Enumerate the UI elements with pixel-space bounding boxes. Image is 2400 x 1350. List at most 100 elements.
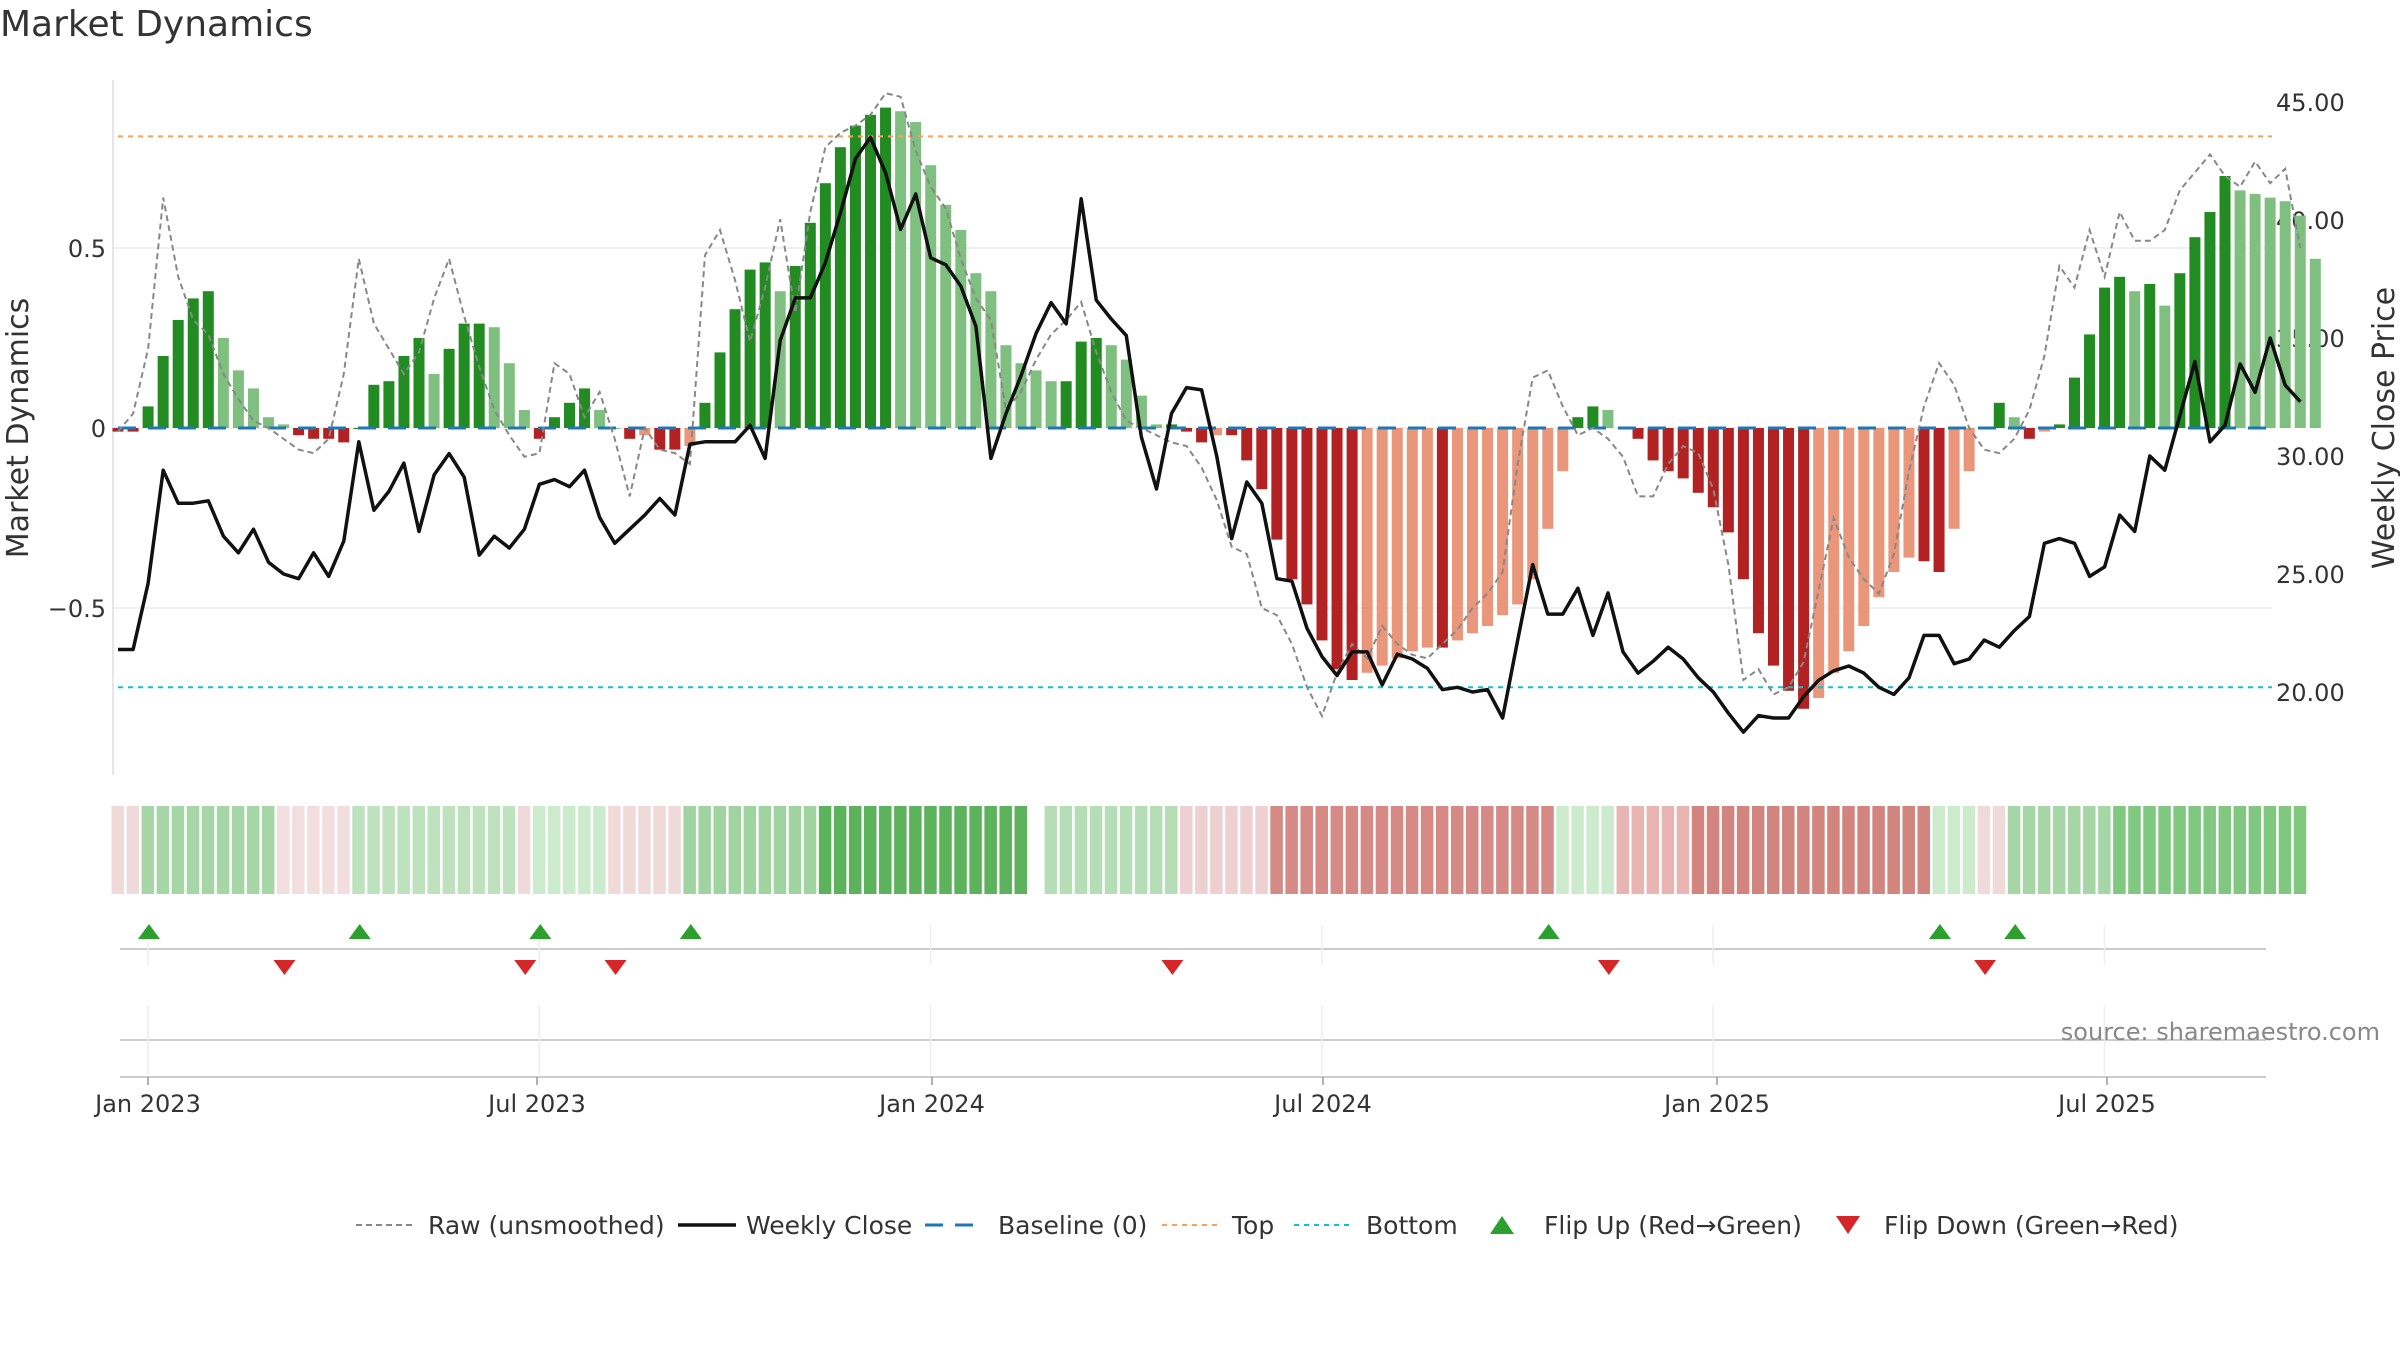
heat-strip-cell bbox=[2083, 806, 2096, 894]
page-title: Market Dynamics bbox=[0, 4, 313, 45]
dynamics-bar bbox=[865, 114, 876, 429]
flip-down-marker bbox=[1161, 960, 1184, 975]
dynamics-bar bbox=[925, 165, 937, 428]
heat-strip-cell bbox=[382, 806, 395, 894]
dynamics-bar bbox=[2053, 424, 2065, 428]
heat-strip-cell bbox=[879, 806, 892, 894]
heat-strip-cell bbox=[111, 806, 124, 894]
dynamics-bar bbox=[1166, 424, 1177, 428]
heat-strip-cell bbox=[1767, 806, 1780, 894]
dynamics-bar bbox=[1421, 428, 1433, 648]
heat-strip-cell bbox=[623, 806, 636, 894]
heat-strip-cell bbox=[1074, 806, 1088, 894]
dynamics-bar bbox=[2129, 291, 2141, 428]
dynamics-bar bbox=[2159, 305, 2171, 428]
heat-strip-cell bbox=[1496, 806, 1509, 894]
dynamics-bar bbox=[699, 402, 711, 428]
heat-strip-cell bbox=[2188, 806, 2201, 894]
heat-strip-cell bbox=[1466, 806, 1479, 894]
dynamics-bar bbox=[624, 428, 636, 439]
source-label: source: sharemaestro.com bbox=[2061, 1018, 2380, 1046]
dynamics-bar bbox=[473, 323, 485, 428]
heat-strip-cell bbox=[1511, 806, 1524, 894]
heat-strip-cell bbox=[1270, 806, 1283, 894]
dynamics-bar bbox=[2023, 428, 2035, 439]
raw-series-line bbox=[117, 92, 2302, 719]
dynamics-bar bbox=[1647, 428, 1659, 461]
legend-label: Raw (unsmoothed) bbox=[428, 1211, 665, 1240]
heat-strip-cell bbox=[1390, 806, 1404, 894]
x-tick-label: Jul 2023 bbox=[486, 1090, 586, 1118]
dynamics-bar bbox=[1632, 428, 1644, 439]
dynamics-bar bbox=[112, 428, 124, 432]
dynamics-bar bbox=[428, 374, 440, 428]
heat-strip-cell bbox=[728, 806, 742, 894]
dynamics-bar bbox=[1873, 428, 1885, 598]
dynamics-bar bbox=[1467, 428, 1478, 634]
heat-strip-cell bbox=[262, 806, 275, 894]
x-tick-label: Jul 2024 bbox=[1272, 1090, 1372, 1118]
heat-strip-cell bbox=[1751, 806, 1765, 894]
heat-strip-cell bbox=[773, 806, 787, 894]
heat-strip-cell bbox=[322, 806, 335, 894]
heat-strip-cell bbox=[231, 806, 245, 894]
heat-strip-cell bbox=[201, 806, 215, 894]
dynamics-bar bbox=[1722, 428, 1734, 533]
dynamics-bar bbox=[1798, 428, 1810, 709]
dynamics-bar bbox=[1903, 428, 1915, 558]
dynamics-bar bbox=[1813, 428, 1825, 698]
heat-strip-cell bbox=[1571, 806, 1584, 894]
heat-strip-cell bbox=[2248, 806, 2262, 894]
dynamics-bar bbox=[2234, 190, 2246, 428]
heat-strip-cell bbox=[502, 806, 516, 894]
flip-up-marker bbox=[1537, 924, 1560, 939]
dynamics-bar bbox=[1768, 428, 1779, 666]
x-tick-label: Jan 2023 bbox=[93, 1090, 201, 1118]
heat-strip-cell bbox=[1405, 806, 1419, 894]
heat-strip-cell bbox=[337, 806, 350, 894]
heat-strip-cell bbox=[517, 806, 531, 894]
heat-strip-cell bbox=[2143, 806, 2156, 894]
heat-strip-cell bbox=[126, 806, 140, 894]
dynamics-bar bbox=[1376, 428, 1388, 666]
heat-strip-cell bbox=[277, 806, 290, 894]
left-tick-label: −0.5 bbox=[48, 595, 106, 623]
dynamics-bar bbox=[744, 269, 756, 428]
dynamics-bar bbox=[157, 356, 169, 428]
dynamics-bar bbox=[1241, 428, 1253, 461]
heat-strip-cell bbox=[2128, 806, 2141, 894]
heat-strip-cell bbox=[1631, 806, 1645, 894]
heat-strip-cell bbox=[472, 806, 486, 894]
heat-strip-cell bbox=[156, 806, 170, 894]
dynamics-bar bbox=[1737, 428, 1749, 580]
dynamics-bar bbox=[1542, 428, 1554, 529]
dynamics-bar bbox=[1918, 428, 1930, 562]
flip-down-marker bbox=[604, 960, 627, 975]
dynamics-bar bbox=[2099, 287, 2111, 428]
x-tick-label: Jan 2024 bbox=[877, 1090, 985, 1118]
dynamics-bar bbox=[413, 338, 425, 428]
dynamics-bar bbox=[548, 417, 560, 428]
heat-strip-cell bbox=[984, 806, 997, 894]
heat-strip-cell bbox=[487, 806, 501, 894]
heat-strip-cell bbox=[1962, 806, 1976, 894]
dynamics-bar bbox=[263, 417, 274, 428]
left-axis-title: Market Dynamics bbox=[1, 298, 36, 559]
dynamics-bar bbox=[2249, 194, 2261, 428]
x-tick-label: Jul 2025 bbox=[2056, 1090, 2156, 1118]
heat-strip-cell bbox=[999, 806, 1012, 894]
dynamics-bar bbox=[278, 424, 290, 428]
dynamics-bar bbox=[1451, 428, 1463, 641]
dynamics-bar bbox=[2204, 212, 2216, 428]
heat-strip-cell bbox=[1104, 806, 1118, 894]
dynamics-bar bbox=[247, 388, 259, 428]
dynamics-bar bbox=[1828, 428, 1840, 673]
heat-strip-cell bbox=[2037, 806, 2051, 894]
dynamics-bar bbox=[323, 428, 335, 439]
dynamics-bar bbox=[2279, 201, 2291, 428]
heat-strip-cell bbox=[2203, 806, 2216, 894]
heat-strip-cell bbox=[1797, 806, 1810, 894]
dynamics-bar bbox=[1843, 428, 1855, 652]
axes: Market Dynamics Weekly Close Price bbox=[1, 287, 2400, 569]
